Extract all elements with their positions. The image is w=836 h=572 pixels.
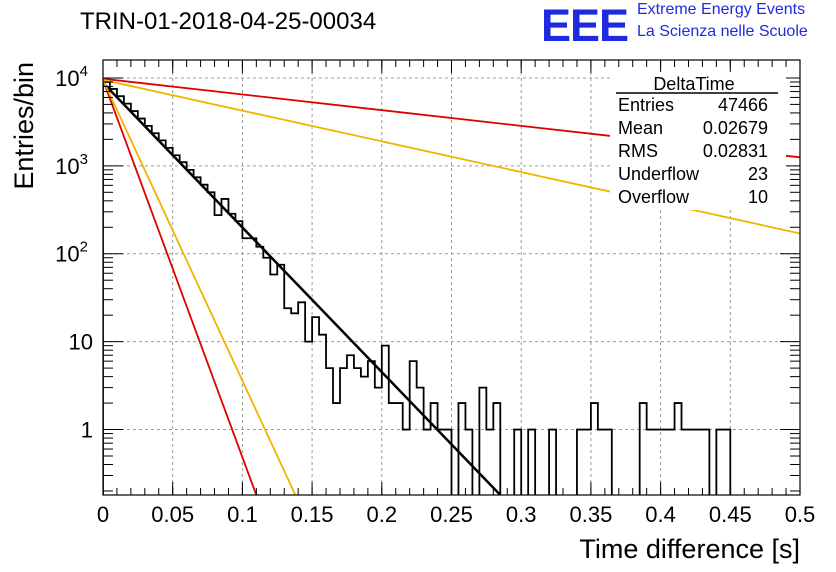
fit-curve-5 [103,79,297,495]
x-tick-label: 0.05 [151,502,194,527]
stats-box-title: DeltaTime [653,74,734,94]
y-axis-label: Entries/bin [9,62,39,190]
axis-ticks [102,60,801,495]
stats-box: DeltaTime Entries 47466 Mean 0.02679 RMS 0.02… [610,72,786,210]
stats-box-rows: Entries 47466 Mean 0.02679 RMS 0.02831Underfl… [618,95,768,207]
stats-row-label: Entries [618,95,674,115]
y-tick-exponent: 3 [80,151,88,168]
x-tick-label: 0.5 [785,502,816,527]
y-tick-label: 1 [81,418,93,443]
logo-subtitle-line1: Extreme Energy Events [637,1,806,18]
axis-tick-labels: 0 0.05 0.1 0.15 0.2 0.25 0.3 0.35 0.4 0.45 0.5 1 10 1… [55,63,815,527]
x-tick-label: 0.25 [430,502,473,527]
y-tick-label: 103 [55,151,88,179]
stats-row-label: Overflow [618,187,690,207]
logo-subtitle-line2: La Scienza nelle Scuole [637,23,808,40]
x-tick-label: 0.15 [291,502,334,527]
eee-logo: EEE [541,0,629,51]
x-tick-label: 0.2 [367,502,398,527]
x-tick-label: 0.1 [227,502,258,527]
stats-row-label: Mean [618,118,663,138]
stats-box-background [610,72,786,210]
x-tick-label: 0.3 [506,502,537,527]
y-tick-exponent: 4 [80,63,88,80]
y-tick-label: 10 [69,330,93,355]
stats-row-value: 0.02679 [703,118,768,138]
y-tick-label: 104 [55,63,88,91]
x-axis-label: Time difference [s] [579,534,800,564]
x-tick-label: 0 [97,502,109,527]
chart-title: TRIN-01-2018-04-25-00034 [80,8,377,35]
fit-curve-4 [103,79,258,495]
stats-row-value: 23 [748,164,768,184]
stats-row-value: 10 [748,187,768,207]
x-tick-label: 0.45 [709,502,752,527]
stats-row-value: 0.02831 [703,141,768,161]
stats-row-label: Underflow [618,164,700,184]
histogram-steps [103,81,732,495]
stats-row-label: RMS [618,141,658,161]
fit-curve-1 [103,81,502,495]
stats-row-value: 47466 [718,95,768,115]
y-tick-label: 102 [55,239,88,267]
x-tick-label: 0.4 [645,502,676,527]
y-tick-exponent: 2 [80,239,88,256]
x-tick-label: 0.35 [569,502,612,527]
